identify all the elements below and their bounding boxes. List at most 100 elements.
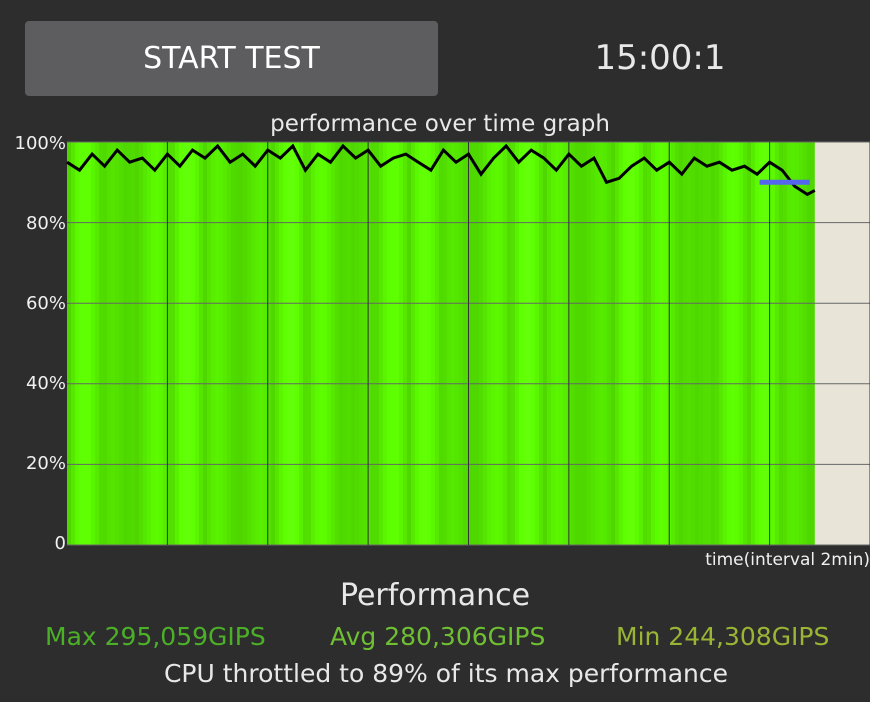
fill-stripe (403, 142, 407, 545)
fill-stripe (651, 142, 655, 545)
fill-stripe (563, 142, 567, 545)
fill-stripe (443, 142, 447, 545)
fill-stripe (295, 142, 299, 545)
fill-stripe (771, 142, 775, 545)
fill-stripe (547, 142, 551, 545)
fill-stripe (275, 142, 279, 545)
fill-stripe (535, 142, 539, 545)
fill-stripe (423, 142, 427, 545)
fill-stripe (359, 142, 363, 545)
fill-stripe (75, 142, 79, 545)
graph-title: performance over time graph (270, 111, 610, 137)
fill-stripe (267, 142, 271, 545)
fill-stripe (171, 142, 175, 545)
fill-stripe (623, 142, 627, 545)
fill-stripe (803, 142, 807, 545)
fill-stripe (495, 142, 499, 545)
fill-stripe (151, 142, 155, 545)
y-tick-label: 20% (25, 453, 66, 474)
fill-stripe (239, 142, 243, 545)
fill-stripe (639, 142, 643, 545)
y-tick-label: 100% (14, 133, 66, 154)
fill-stripe (331, 142, 335, 545)
fill-stripe (647, 142, 651, 545)
fill-stripe (279, 142, 283, 545)
fill-stripe (147, 142, 151, 545)
fill-stripe (247, 142, 251, 545)
fill-stripe (707, 142, 711, 545)
fill-stripe (315, 142, 319, 545)
fill-stripe (447, 142, 451, 545)
fill-stripe (799, 142, 803, 545)
fill-stripe (119, 142, 123, 545)
fill-stripe (735, 142, 739, 545)
fill-stripe (319, 142, 323, 545)
fill-stripe (615, 142, 619, 545)
fill-stripe (691, 142, 695, 545)
fill-stripe (327, 142, 331, 545)
fill-stripe (243, 142, 247, 545)
performance-heading: Performance (339, 578, 531, 613)
fill-stripe (751, 142, 755, 545)
fill-stripe (135, 142, 139, 545)
fill-stripe (487, 142, 491, 545)
test-timer: 15:00:1 (594, 38, 726, 78)
fill-stripe (399, 142, 403, 545)
fill-stripe (755, 142, 759, 545)
fill-stripe (699, 142, 703, 545)
fill-stripe (631, 142, 635, 545)
fill-stripe (155, 142, 159, 545)
fill-stripe (219, 142, 223, 545)
fill-stripe (419, 142, 423, 545)
fill-stripe (271, 142, 275, 545)
fill-stripe (787, 142, 791, 545)
fill-stripe (511, 142, 515, 545)
fill-stripe (459, 142, 463, 545)
fill-stripe (363, 142, 367, 545)
fill-stripe (783, 142, 787, 545)
y-tick-label: 0 (54, 533, 66, 554)
fill-stripe (91, 142, 95, 545)
fill-stripe (679, 142, 683, 545)
fill-stripe (507, 142, 511, 545)
fill-stripe (139, 142, 143, 545)
fill-stripe (675, 142, 679, 545)
fill-stripe (411, 142, 415, 545)
graph-grid (67, 141, 870, 546)
fill-stripe (791, 142, 795, 545)
fill-stripe (503, 142, 507, 545)
fill-stripe (387, 142, 391, 545)
max-stat: Max 295,059GIPS (45, 622, 266, 651)
fill-stripe (431, 142, 435, 545)
performance-graph (66, 141, 870, 546)
y-tick-label: 60% (25, 293, 66, 314)
fill-stripe (527, 142, 531, 545)
start-test-button[interactable]: START TEST (25, 21, 438, 96)
fill-stripe (463, 142, 467, 545)
fill-stripe (79, 142, 83, 545)
fill-stripe (723, 142, 727, 545)
y-tick-label: 40% (25, 373, 66, 394)
fill-stripe (579, 142, 583, 545)
fill-stripe (67, 142, 71, 545)
fill-stripe (731, 142, 735, 545)
fill-stripe (199, 142, 203, 545)
fill-stripe (759, 142, 763, 545)
throttle-message: CPU throttled to 89% of its max performa… (163, 659, 729, 688)
fill-stripe (211, 142, 215, 545)
fill-stripe (775, 142, 779, 545)
fill-stripe (179, 142, 183, 545)
fill-stripe (115, 142, 119, 545)
fill-stripe (263, 142, 267, 545)
fill-stripe (167, 142, 171, 545)
fill-stripe (371, 142, 375, 545)
fill-stripe (123, 142, 127, 545)
fill-stripe (603, 142, 607, 545)
fill-stripe (655, 142, 659, 545)
performance-line (66, 143, 816, 197)
fill-stripe (671, 142, 675, 545)
fill-stripe (663, 142, 667, 545)
fill-stripe (367, 142, 371, 545)
fill-stripe (131, 142, 135, 545)
fill-stripe (747, 142, 751, 545)
